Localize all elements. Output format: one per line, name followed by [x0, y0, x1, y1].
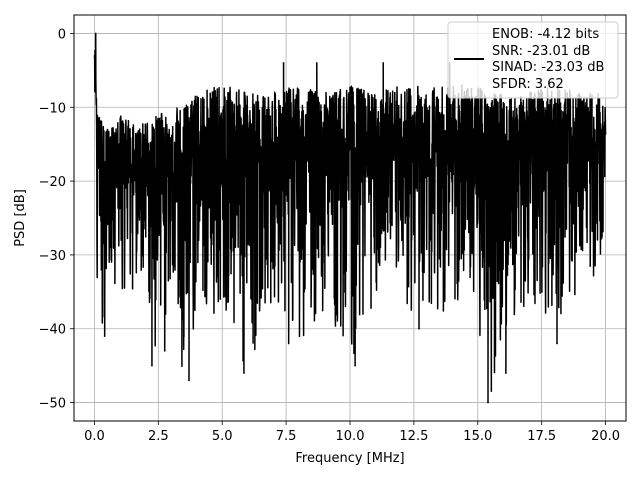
y-tick-label: −10: [39, 101, 66, 116]
y-tick-label: −20: [39, 175, 66, 190]
psd-peak-point: [382, 62, 385, 64]
psd-dip-point: [344, 291, 346, 293]
x-tick-label: 2.5: [148, 429, 169, 444]
y-tick-label: 0: [58, 27, 66, 42]
psd-dip-point: [418, 327, 420, 330]
x-tick-label: 17.5: [527, 429, 556, 444]
psd-dip-point: [103, 335, 106, 337]
legend: ENOB: -4.12 bits SNR: -23.01 dB SINAD: -…: [447, 21, 619, 99]
legend-line-sinad: SINAD: -23.03 dB: [492, 60, 604, 75]
psd-dip-point: [354, 364, 356, 367]
y-tick-label: −40: [39, 323, 66, 338]
psd-dip-point: [163, 350, 166, 352]
legend-line-sfdr: SFDR: 3.62: [492, 77, 564, 92]
y-tick-label: −50: [39, 397, 66, 412]
psd-peak-point: [94, 32, 97, 35]
psd-dip-point: [151, 364, 153, 367]
x-tick-label: 5.0: [212, 429, 233, 444]
psd-dip-point: [183, 335, 185, 337]
series-layer: [93, 32, 607, 404]
tick-layer: 0.0 2.5 5.0 7.5 10.0 12.5 15.0 17.5 20.0 0 −10 −20 −…: [39, 27, 620, 444]
x-tick-label: 10.0: [336, 429, 365, 444]
psd-dip-point: [287, 342, 290, 345]
x-tick-label: 7.5: [276, 429, 297, 444]
psd-peak-point: [315, 62, 318, 64]
x-tick-label: 0.0: [84, 429, 105, 444]
x-tick-label: 15.0: [463, 429, 492, 444]
psd-dip-point: [188, 379, 190, 382]
legend-box: [447, 21, 619, 99]
legend-line-enob: ENOB: -4.12 bits: [492, 27, 599, 42]
x-tick-label: 20.0: [591, 429, 620, 444]
legend-line-snr: SNR: -23.01 dB: [492, 44, 590, 59]
psd-dip-point: [487, 401, 489, 404]
x-tick-label: 12.5: [399, 429, 428, 444]
psd-series-line: [93, 32, 607, 404]
x-axis-title: Frequency [MHz]: [295, 451, 404, 466]
psd-dip-point: [556, 342, 558, 345]
psd-dip-point: [243, 372, 245, 374]
psd-peak-point: [282, 62, 285, 64]
psd-dip-point: [505, 372, 507, 374]
y-axis-title: PSD [dB]: [13, 189, 28, 247]
y-tick-label: −30: [39, 249, 66, 264]
